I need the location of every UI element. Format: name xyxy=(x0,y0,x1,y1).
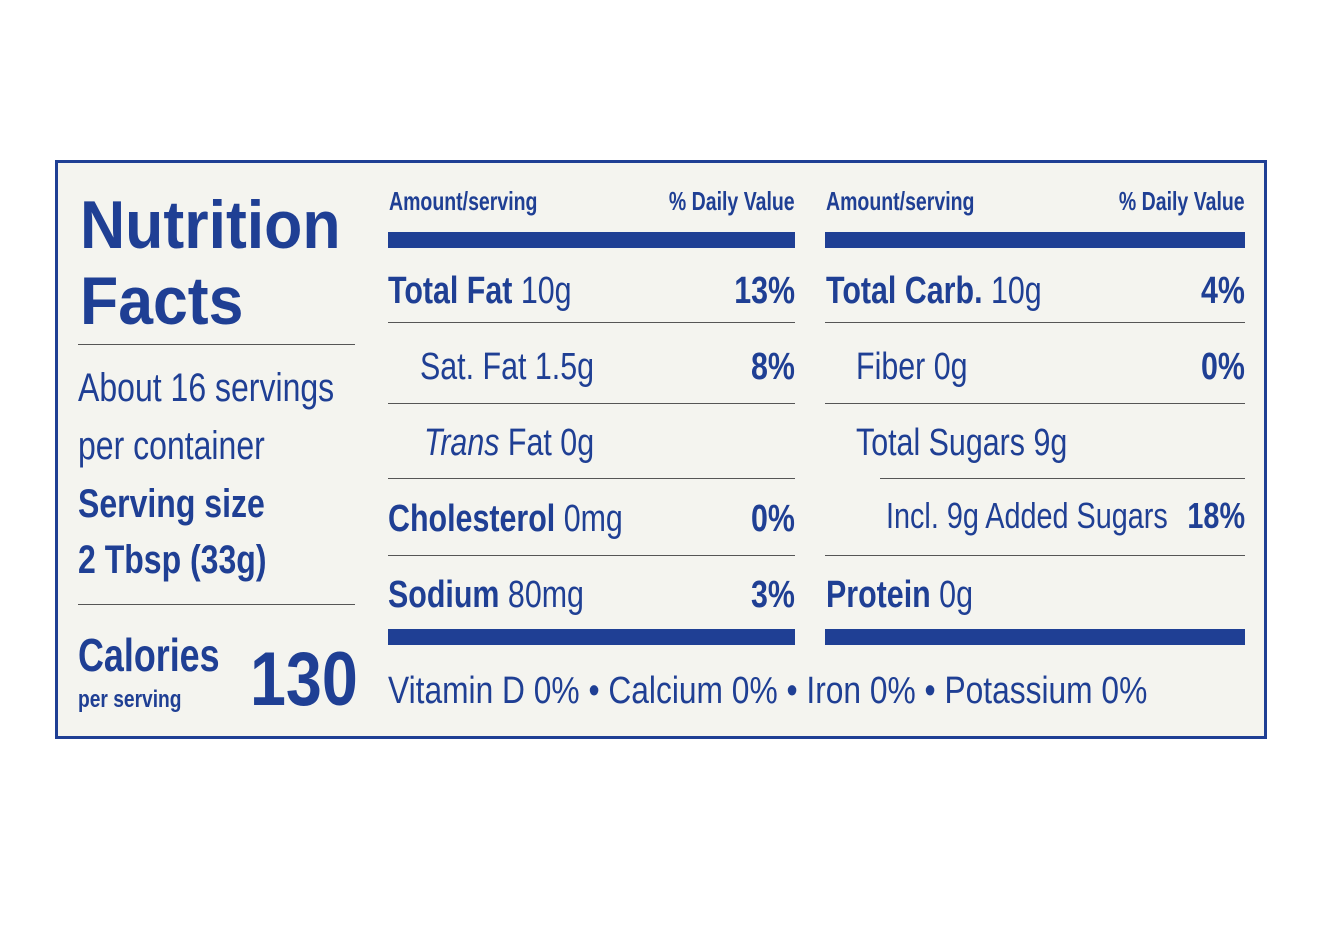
dv-sodium: 3% xyxy=(751,574,795,616)
row-sodium: Sodium 80mg xyxy=(388,574,584,616)
thick-bar xyxy=(388,629,795,645)
serving-size-value: 2 Tbsp (33g) xyxy=(78,538,267,582)
row-cholesterol: Cholesterol 0mg xyxy=(388,498,623,540)
header-amount: Amount/serving xyxy=(389,186,538,216)
servings-per-container: About 16 servings xyxy=(78,366,335,410)
row-total-sugars: Total Sugars 9g xyxy=(856,422,1068,464)
row-total-carb: Total Carb. 10g xyxy=(826,270,1042,312)
row-total-fat: Total Fat 10g xyxy=(388,270,572,312)
divider xyxy=(78,604,355,605)
divider xyxy=(825,555,1245,556)
row-protein: Protein 0g xyxy=(826,574,973,616)
header-dv-2: % Daily Value xyxy=(1119,186,1245,216)
divider xyxy=(880,478,1245,479)
thick-bar xyxy=(388,232,795,248)
dv-fiber: 0% xyxy=(1201,346,1245,388)
divider xyxy=(388,403,795,404)
calories-sub: per serving xyxy=(78,686,182,713)
dv-added-sugars: 18% xyxy=(1187,495,1245,536)
row-trans-fat: Trans Fat 0g xyxy=(424,422,595,464)
divider xyxy=(78,344,355,345)
title-facts: Facts xyxy=(80,263,244,339)
divider xyxy=(825,403,1245,404)
header-amount-2: Amount/serving xyxy=(826,186,975,216)
serving-size-label: Serving size xyxy=(78,482,265,526)
divider xyxy=(388,478,795,479)
thick-bar xyxy=(825,629,1245,645)
row-added-sugars: Incl. 9g Added Sugars xyxy=(886,495,1168,536)
vitamins-minerals: Vitamin D 0% • Calcium 0% • Iron 0% • Po… xyxy=(388,670,1148,712)
dv-total-fat: 13% xyxy=(734,270,795,312)
dv-total-carb: 4% xyxy=(1201,270,1245,312)
row-sat-fat: Sat. Fat 1.5g xyxy=(420,346,595,388)
divider xyxy=(825,322,1245,323)
calories-label: Calories xyxy=(78,629,220,681)
dv-sat-fat: 8% xyxy=(751,346,795,388)
header-dv: % Daily Value xyxy=(669,186,795,216)
row-fiber: Fiber 0g xyxy=(856,346,968,388)
divider xyxy=(388,322,795,323)
thick-bar xyxy=(825,232,1245,248)
divider xyxy=(388,555,795,556)
calories-value: 130 xyxy=(250,637,358,722)
title-nutrition: Nutrition xyxy=(80,187,341,263)
dv-cholesterol: 0% xyxy=(751,498,795,540)
servings-per-container-2: per container xyxy=(78,424,265,468)
